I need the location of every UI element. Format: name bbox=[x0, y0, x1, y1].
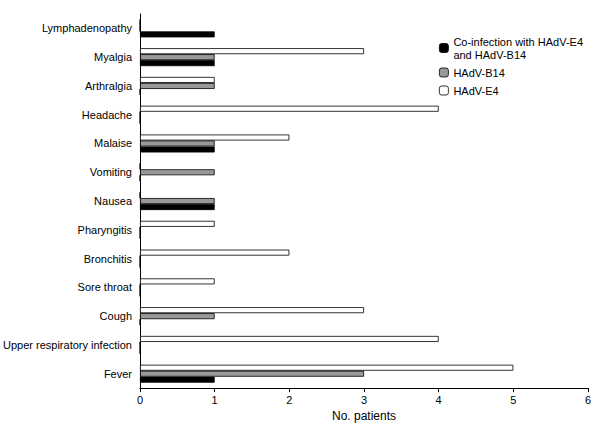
svg-text:and HAdV-B14: and HAdV-B14 bbox=[453, 49, 526, 61]
svg-text:HAdV-B14: HAdV-B14 bbox=[453, 67, 504, 79]
svg-text:Myalgia: Myalgia bbox=[94, 51, 133, 63]
svg-text:Vomiting: Vomiting bbox=[90, 166, 132, 178]
svg-text:Headache: Headache bbox=[82, 109, 132, 121]
svg-text:6: 6 bbox=[585, 394, 591, 406]
svg-text:2: 2 bbox=[286, 394, 292, 406]
svg-text:Upper respiratory infection: Upper respiratory infection bbox=[3, 339, 132, 351]
svg-text:No. patients: No. patients bbox=[332, 409, 396, 423]
svg-text:Sore throat: Sore throat bbox=[78, 281, 132, 293]
svg-text:Nausea: Nausea bbox=[94, 195, 133, 207]
svg-text:1: 1 bbox=[212, 394, 218, 406]
svg-text:Co-infection with HAdV-E4: Co-infection with HAdV-E4 bbox=[453, 36, 583, 48]
svg-text:Cough: Cough bbox=[100, 310, 132, 322]
svg-text:Lymphadenopathy: Lymphadenopathy bbox=[42, 22, 133, 34]
svg-text:Bronchitis: Bronchitis bbox=[84, 253, 133, 265]
svg-text:HAdV-E4: HAdV-E4 bbox=[453, 85, 498, 97]
svg-text:Malaise: Malaise bbox=[94, 137, 132, 149]
svg-text:0: 0 bbox=[137, 394, 143, 406]
svg-text:4: 4 bbox=[436, 394, 442, 406]
svg-text:Arthralgia: Arthralgia bbox=[85, 80, 133, 92]
svg-text:Pharyngitis: Pharyngitis bbox=[78, 224, 133, 236]
svg-text:Fever: Fever bbox=[104, 368, 132, 380]
svg-text:5: 5 bbox=[510, 394, 516, 406]
svg-text:3: 3 bbox=[361, 394, 367, 406]
